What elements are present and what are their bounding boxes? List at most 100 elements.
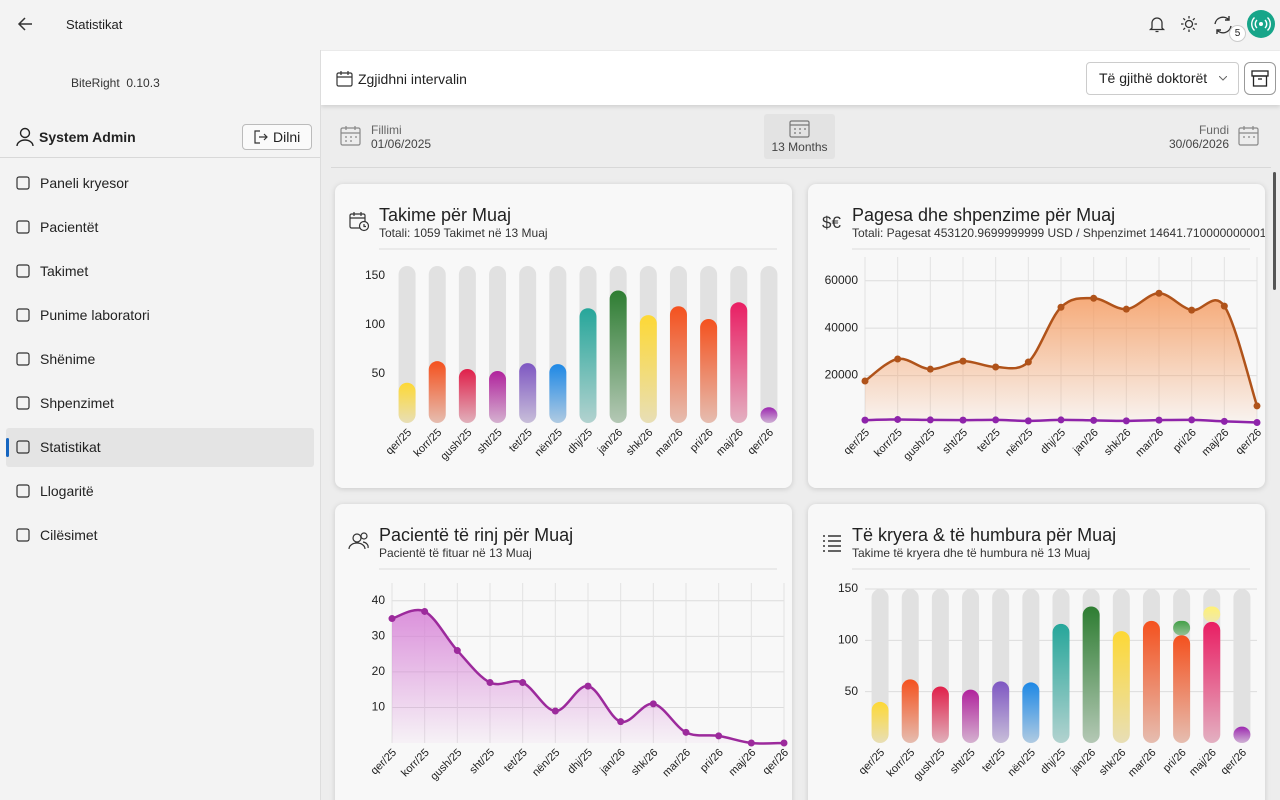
- menu-icon: [16, 352, 30, 366]
- menu-item[interactable]: Statistikat: [6, 428, 314, 467]
- duration-icon: [789, 120, 810, 138]
- bar-segment: [1142, 620, 1160, 743]
- x-tick-label: qer/26: [1234, 427, 1265, 458]
- point: [1024, 417, 1032, 425]
- y-tick-label: 150: [365, 268, 385, 282]
- x-tick-label: qer/26: [745, 427, 776, 458]
- x-tick-label: sht/25: [475, 427, 505, 457]
- logout-button[interactable]: Dilni: [242, 124, 312, 150]
- point: [1024, 358, 1032, 366]
- menu-icon: [16, 440, 30, 454]
- x-tick-label: tet/25: [980, 747, 1008, 775]
- end-date[interactable]: 30/06/2026: [1168, 137, 1229, 151]
- point: [780, 739, 788, 747]
- archive-icon: [1251, 70, 1269, 87]
- menu-label: Statistikat: [40, 439, 101, 455]
- x-tick-label: pri/26: [698, 747, 726, 775]
- menu-item[interactable]: Llogaritë: [6, 472, 314, 511]
- point: [926, 416, 934, 424]
- bar-segment: [1233, 726, 1251, 743]
- bar: [489, 370, 507, 423]
- bar-track: [760, 266, 778, 423]
- bar: [458, 369, 476, 423]
- archive-button[interactable]: [1244, 62, 1276, 95]
- x-tick-label: maj/26: [1187, 747, 1219, 779]
- app-version: BiteRight 0.10.3: [71, 76, 160, 90]
- bar: [398, 382, 416, 423]
- point: [584, 682, 592, 690]
- logout-label: Dilni: [273, 129, 301, 145]
- bar-segment: [1052, 623, 1070, 743]
- chart-title: Të kryera & të humbura për Muaj: [852, 525, 1116, 545]
- chart-card: Pacientë të rinj për Muaj Pacientë të fit…: [335, 504, 792, 800]
- duration-box: 13 Months: [764, 114, 835, 159]
- sync[interactable]: [1212, 14, 1234, 36]
- menu-item[interactable]: Shpenzimet: [6, 384, 314, 423]
- menu-label: Shpenzimet: [40, 395, 114, 411]
- point: [992, 416, 1000, 424]
- x-tick-label: shk/26: [624, 427, 655, 458]
- x-tick-label: korr/25: [399, 747, 432, 780]
- area: [865, 293, 1257, 423]
- doctor-select[interactable]: Të gjithë doktorët: [1086, 62, 1239, 95]
- notifications[interactable]: [1148, 15, 1166, 33]
- x-tick-label: jan/26: [1070, 427, 1100, 457]
- bar-segment: [992, 681, 1010, 743]
- menu-icon: [16, 484, 30, 498]
- chart-title: Takime për Muaj: [379, 205, 511, 225]
- point: [1057, 416, 1065, 424]
- connection-status[interactable]: [1247, 10, 1275, 38]
- point: [861, 416, 869, 424]
- menu-icon: [16, 176, 30, 190]
- x-tick-label: sht/25: [940, 427, 970, 457]
- x-tick-label: nën/25: [1003, 427, 1035, 459]
- page-title: Statistikat: [66, 17, 123, 32]
- x-tick-label: korr/25: [872, 427, 905, 460]
- y-tick-label: 100: [838, 633, 858, 647]
- theme-toggle[interactable]: [1180, 15, 1198, 33]
- x-tick-label: mar/26: [660, 747, 693, 780]
- x-tick-label: pri/26: [688, 427, 716, 455]
- menu-icon: [16, 264, 30, 278]
- back-button[interactable]: [16, 15, 34, 33]
- menu-item[interactable]: Punime laboratori: [6, 296, 314, 335]
- x-tick-label: qer/26: [1218, 747, 1249, 778]
- point: [1057, 303, 1065, 311]
- menu-item[interactable]: Pacientët: [6, 208, 314, 247]
- app-name: BiteRight: [71, 76, 120, 90]
- menu-item[interactable]: Cilësimet: [6, 516, 314, 555]
- x-tick-label: pri/26: [1171, 427, 1199, 455]
- y-tick-label: 20: [372, 664, 386, 678]
- point: [519, 679, 527, 687]
- bar: [519, 363, 537, 423]
- card-icon: [823, 535, 841, 552]
- bar-segment: [1112, 631, 1130, 743]
- start-date[interactable]: 01/06/2025: [371, 137, 432, 151]
- x-tick-label: nën/25: [1006, 747, 1038, 779]
- interval-button[interactable]: Zgjidhni intervalin: [358, 71, 467, 87]
- card-icon: [348, 532, 369, 550]
- y-tick-label: 40: [372, 593, 386, 607]
- end-label: Fundi: [1198, 123, 1229, 137]
- logout-icon: [254, 130, 268, 144]
- point: [861, 377, 869, 385]
- bar: [579, 308, 597, 423]
- menu-label: Llogaritë: [40, 483, 94, 499]
- menu-item[interactable]: Takimet: [6, 252, 314, 291]
- menu-icon: [16, 528, 30, 542]
- menu-item[interactable]: Shënime: [6, 340, 314, 379]
- y-tick-label: 50: [845, 684, 859, 698]
- sidebar: BiteRight 0.10.3 System Admin Dilni Pane…: [0, 50, 321, 800]
- menu-label: Cilësimet: [40, 527, 98, 543]
- chart: $€ Pagesa dhe shpenzime për MuajTotali: …: [822, 205, 1265, 463]
- x-tick-label: qer/25: [369, 747, 400, 778]
- interval-icon: [336, 71, 353, 87]
- scrollbar: [1273, 172, 1276, 290]
- menu-item[interactable]: Paneli kryesor: [6, 164, 314, 203]
- x-tick-label: shk/26: [1097, 747, 1128, 778]
- x-tick-label: jan/26: [595, 427, 625, 457]
- x-tick-label: dhj/25: [1038, 427, 1068, 457]
- point: [926, 365, 934, 373]
